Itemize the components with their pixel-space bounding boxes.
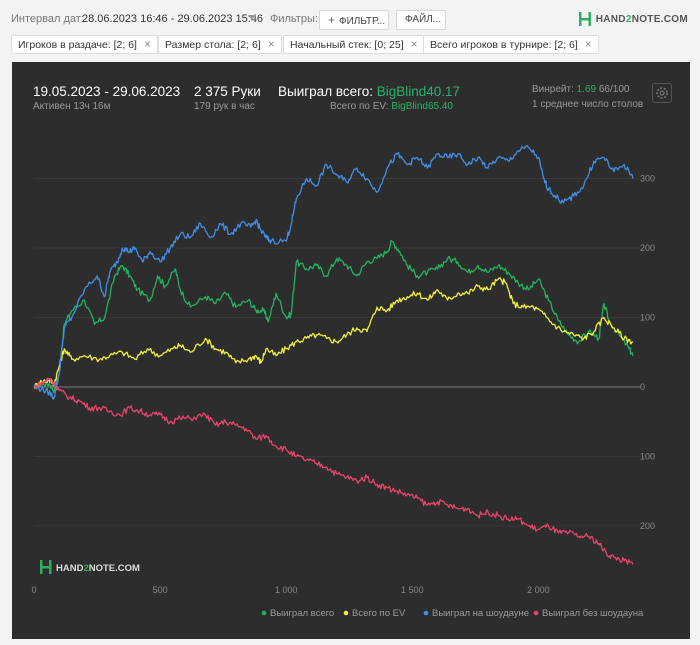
close-icon[interactable]: × bbox=[267, 37, 275, 51]
hand2note-logo: HAND2NOTE.COM bbox=[578, 10, 688, 28]
avg-tables: 1 среднее число столов bbox=[532, 99, 644, 110]
winrate-rest: 66/100 bbox=[596, 84, 630, 95]
close-icon[interactable]: × bbox=[143, 37, 151, 51]
x-tick-label: 1 500 bbox=[401, 585, 424, 595]
legend-entry: Всего по EV bbox=[352, 608, 406, 619]
winrate-value: 1.69 bbox=[576, 84, 597, 95]
series-line bbox=[33, 377, 634, 565]
winrate: Винрейт: 1.69 66/100 bbox=[532, 84, 629, 95]
file-button[interactable]: ФАЙЛ... bbox=[396, 10, 446, 30]
close-icon[interactable]: × bbox=[410, 37, 418, 51]
file-button-label: ФАЙЛ... bbox=[405, 14, 442, 25]
active-time: Активен 13ч 16м bbox=[33, 101, 111, 112]
filter-button[interactable]: + ФИЛЬТР... bbox=[319, 10, 389, 30]
top-bar: Интервал дат: 28.06.2023 16:46 - 29.06.2… bbox=[0, 0, 700, 34]
won-total-value: BigBlind40.17 bbox=[376, 84, 461, 99]
watermark-logo: HAND2NOTE.COM bbox=[40, 560, 140, 574]
close-icon[interactable]: × bbox=[584, 37, 592, 51]
x-tick-label: 0 bbox=[31, 585, 36, 595]
legend-marker bbox=[533, 610, 539, 616]
filter-chip[interactable]: Начальный стек: [0; 25] × bbox=[283, 35, 425, 54]
logo-text-accent: 2 bbox=[625, 13, 632, 25]
ev-total: Всего по EV: BigBlind65.40 bbox=[330, 101, 453, 112]
ev-total-label: Всего по EV: bbox=[330, 101, 392, 112]
won-total-label: Выиграл всего: bbox=[278, 84, 377, 99]
y-tick-label: 100 bbox=[640, 452, 655, 462]
interval-selector[interactable]: 28.06.2023 16:46 - 29.06.2023 15:46 bbox=[82, 13, 264, 25]
hand2note-logo-icon bbox=[578, 12, 591, 26]
chart-legend: Выиграл всего Всего по EV Выиграл на шоуда… bbox=[261, 608, 644, 619]
legend-marker bbox=[423, 610, 429, 616]
watermark-text-accent: 2 bbox=[83, 563, 88, 574]
y-tick-label: 200 bbox=[640, 521, 655, 531]
y-tick-label: 200 bbox=[640, 243, 655, 253]
ev-total-value: BigBlind65.40 bbox=[391, 101, 453, 112]
logo-text-suffix: NOTE.COM bbox=[631, 13, 688, 25]
hands-count: 2 375 Руки bbox=[194, 84, 261, 99]
watermark-text-suffix: NOTE.COM bbox=[89, 563, 140, 574]
filter-chip-label: Размер стола: [2; 6] bbox=[165, 39, 261, 51]
legend-entry: Выиграл всего bbox=[270, 608, 334, 619]
filter-button-label: ФИЛЬТР... bbox=[339, 16, 386, 27]
hands-per-hour: 179 рук в час bbox=[194, 101, 255, 112]
x-tick-label: 2 000 bbox=[527, 585, 550, 595]
graph-panel: 300 200 100 0 100 200 0 500 1 000 1 500 2 000 Выиг… bbox=[12, 62, 690, 639]
settings-button[interactable] bbox=[652, 83, 672, 103]
interval-label: Интервал дат: bbox=[11, 13, 84, 25]
legend-marker bbox=[343, 610, 349, 616]
filter-chip[interactable]: Игроков в раздаче: [2; 6] × bbox=[11, 35, 158, 54]
series-line bbox=[33, 277, 634, 390]
legend-marker bbox=[261, 610, 267, 616]
series-line bbox=[33, 144, 634, 400]
filter-chip[interactable]: Всего игроков в турнире: [2; 6] × bbox=[423, 35, 599, 54]
filter-chip-label: Начальный стек: [0; 25] bbox=[290, 39, 404, 51]
y-tick-label: 100 bbox=[640, 313, 655, 323]
gear-icon bbox=[656, 87, 668, 99]
chart-lines bbox=[33, 144, 634, 565]
plus-icon: + bbox=[328, 13, 336, 27]
chart-grid bbox=[34, 178, 641, 527]
x-tick-label: 1 000 bbox=[275, 585, 298, 595]
filters-label: Фильтры: bbox=[270, 13, 318, 25]
x-tick-label: 500 bbox=[153, 585, 168, 595]
svg-text:HAND2NOTE.COM: HAND2NOTE.COM bbox=[56, 563, 140, 574]
date-range: 19.05.2023 - 29.06.2023 bbox=[33, 84, 181, 99]
filter-chip-label: Всего игроков в турнире: [2; 6] bbox=[430, 39, 578, 51]
y-tick-label: 0 bbox=[640, 382, 645, 392]
y-tick-label: 300 bbox=[640, 174, 655, 184]
filter-chip-label: Игроков в раздаче: [2; 6] bbox=[18, 39, 137, 51]
logo-text: HAND bbox=[595, 13, 626, 25]
chevron-down-icon[interactable] bbox=[248, 15, 256, 20]
filter-chip[interactable]: Размер стола: [2; 6] × bbox=[158, 35, 282, 54]
winrate-label: Винрейт: bbox=[532, 84, 577, 95]
legend-entry: Выиграл без шоудауна bbox=[542, 608, 644, 619]
series-line bbox=[33, 240, 634, 394]
watermark-text: HAND bbox=[56, 563, 84, 574]
won-total: Выиграл всего: BigBlind40.17 bbox=[278, 84, 460, 99]
legend-entry: Выиграл на шоудауне bbox=[432, 608, 529, 619]
